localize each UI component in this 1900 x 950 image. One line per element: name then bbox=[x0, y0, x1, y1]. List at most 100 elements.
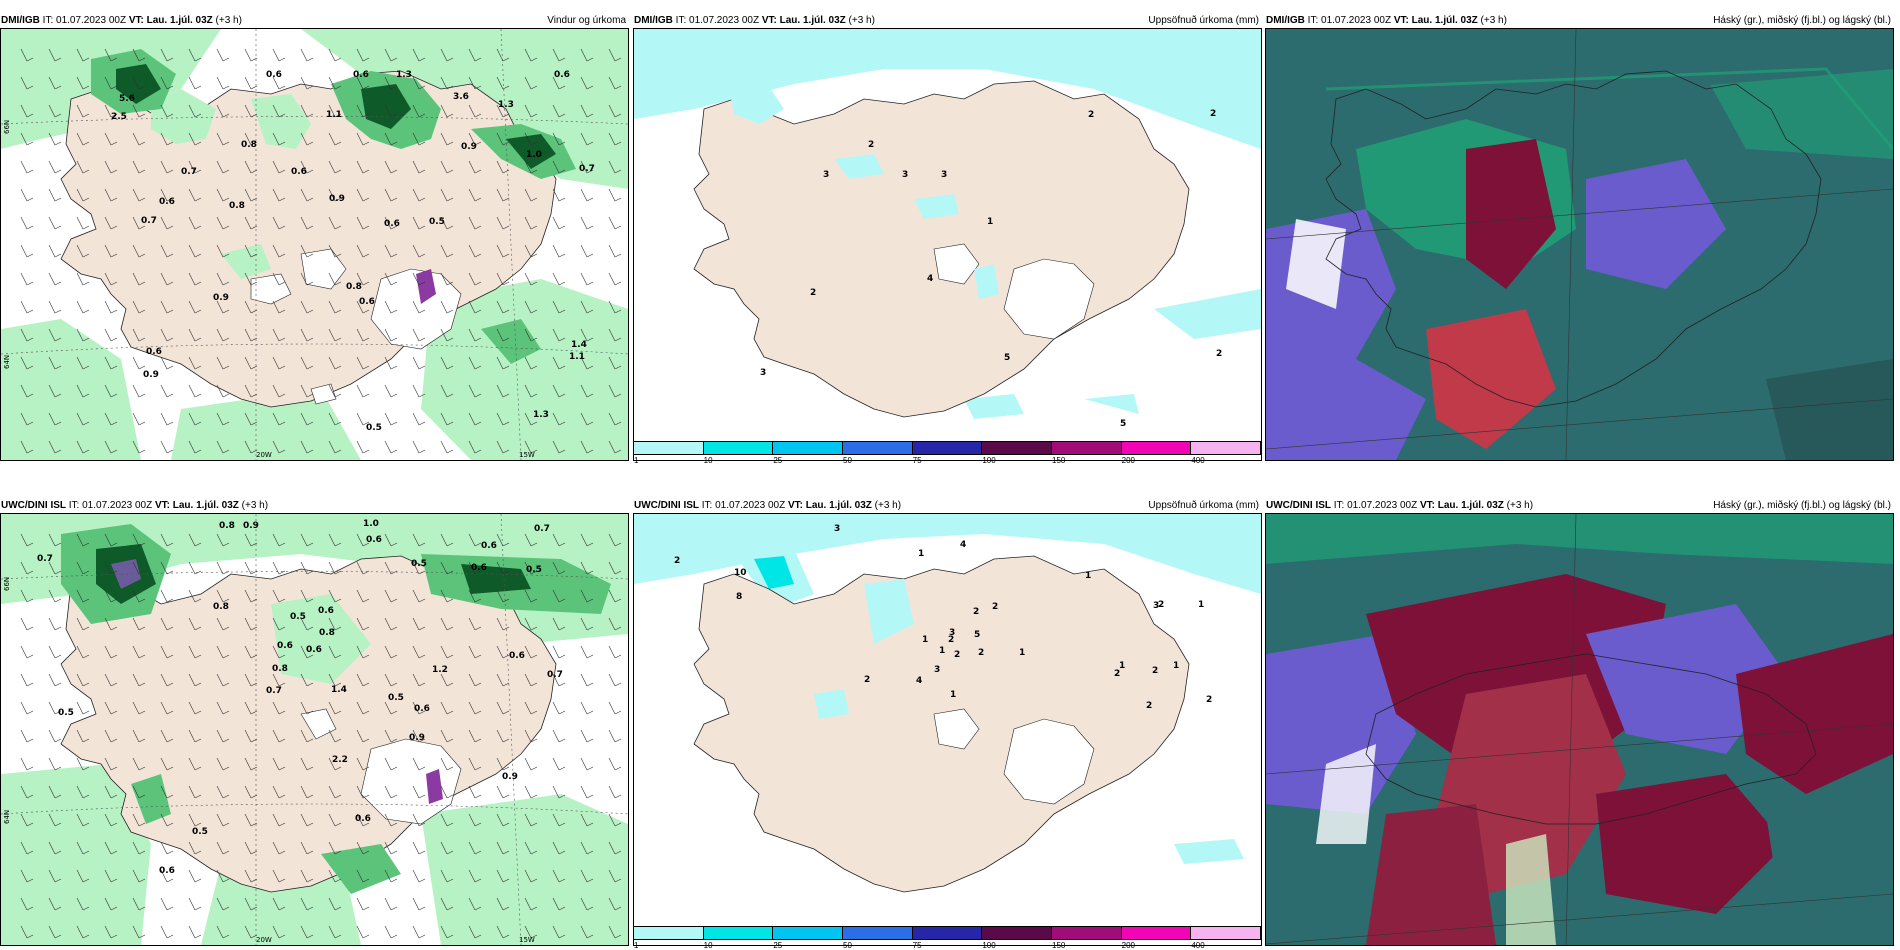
wind-barb bbox=[272, 160, 286, 174]
precip-value-label: 0.5 bbox=[192, 827, 208, 837]
wind-barb bbox=[328, 104, 342, 118]
wind-barb bbox=[356, 533, 370, 547]
wind-barb bbox=[440, 701, 454, 715]
wind-barb bbox=[580, 729, 594, 743]
wind-barb bbox=[300, 673, 314, 687]
wind-barb bbox=[216, 188, 230, 202]
precip-value-label: 1.4 bbox=[331, 685, 347, 695]
wind-barb bbox=[132, 76, 146, 90]
wind-barb bbox=[384, 160, 398, 174]
wind-barb bbox=[216, 617, 230, 631]
wind-barb bbox=[440, 925, 454, 939]
wind-barb bbox=[160, 869, 174, 883]
precip-value-label: 1.4 bbox=[571, 340, 587, 350]
wind-barb bbox=[132, 356, 146, 370]
wind-barb bbox=[468, 645, 482, 659]
colorbar-segment bbox=[1120, 441, 1192, 455]
wind-barb bbox=[580, 440, 594, 454]
map-view[interactable] bbox=[1265, 28, 1894, 461]
init-time: IT: 01.07.2023 00Z bbox=[1307, 15, 1392, 26]
precip-value-label: 0.7 bbox=[266, 686, 282, 696]
wind-barb bbox=[188, 701, 202, 715]
wind-barb bbox=[552, 561, 566, 575]
wind-barb bbox=[48, 561, 62, 575]
precip-labels: 2 3 3 3 1 4 2 2 2 3 5 2 5 bbox=[760, 109, 1222, 429]
wind-barb bbox=[580, 869, 594, 883]
colorbar-tick-label: 100 bbox=[982, 456, 996, 465]
wind-barb bbox=[132, 216, 146, 230]
wind-barb bbox=[440, 813, 454, 827]
wind-barb bbox=[300, 645, 314, 659]
wind-barb bbox=[160, 216, 174, 230]
wind-barb bbox=[440, 76, 454, 90]
map-view[interactable]: 2 3 3 3 1 4 2 2 2 3 5 2 5 bbox=[633, 28, 1262, 461]
wind-barb bbox=[132, 673, 146, 687]
wind-barb bbox=[356, 785, 370, 799]
wind-barb bbox=[188, 412, 202, 426]
wind-barb bbox=[132, 244, 146, 258]
wind-barb bbox=[552, 729, 566, 743]
wind-barb bbox=[216, 160, 230, 174]
wind-barb bbox=[104, 925, 118, 939]
wind-barb bbox=[440, 729, 454, 743]
wind-barb bbox=[412, 589, 426, 603]
wind-barb bbox=[104, 561, 118, 575]
wind-barb bbox=[188, 617, 202, 631]
wind-barb bbox=[104, 48, 118, 62]
map-view[interactable]: 5.6 0.6 0.6 1.3 3.6 1.3 0.6 2.5 0.8 1.1 0.9 1.0 0.7 0… bbox=[0, 28, 629, 461]
lead-time: (+3 h) bbox=[874, 500, 902, 511]
wind-barb bbox=[468, 440, 482, 454]
wind-barb bbox=[244, 869, 258, 883]
map-view[interactable] bbox=[1265, 513, 1894, 946]
wind-barb bbox=[132, 48, 146, 62]
wind-barb bbox=[524, 300, 538, 314]
wind-barb bbox=[216, 897, 230, 911]
wind-barb bbox=[440, 160, 454, 174]
wind-barb bbox=[48, 785, 62, 799]
wind-barb bbox=[412, 48, 426, 62]
wind-barb bbox=[160, 48, 174, 62]
wind-barb bbox=[384, 76, 398, 90]
wind-barb bbox=[552, 160, 566, 174]
wind-barb bbox=[244, 104, 258, 118]
map-view[interactable]: 3 2 1 4 2 2 10 8 1 2 1 3 5 2 1 1 4 2 2 1 3 2 1 3 2 2 2 1 1 2 bbox=[633, 513, 1262, 946]
precip-value-label: 0.6 bbox=[471, 563, 487, 573]
valid-time: VT: Lau. 1.júl. 03Z bbox=[1419, 500, 1504, 511]
wind-barb bbox=[328, 300, 342, 314]
wind-barb bbox=[76, 813, 90, 827]
wind-barb bbox=[468, 757, 482, 771]
wind-barb bbox=[440, 412, 454, 426]
wind-barb bbox=[20, 617, 34, 631]
precip-value-label: 2 bbox=[810, 288, 816, 298]
wind-barb bbox=[384, 244, 398, 258]
wind-barb bbox=[356, 701, 370, 715]
wind-barb bbox=[580, 244, 594, 258]
graticule bbox=[1266, 514, 1893, 945]
wind-barb bbox=[244, 589, 258, 603]
map-svg-p2: 2 3 3 3 1 4 2 2 2 3 5 2 5 bbox=[634, 29, 1261, 460]
wind-barb bbox=[104, 104, 118, 118]
wind-barb bbox=[132, 561, 146, 575]
wind-barb bbox=[440, 356, 454, 370]
wind-barb bbox=[384, 132, 398, 146]
wind-barb bbox=[356, 869, 370, 883]
map-view[interactable]: 0.8 0.9 1.0 0.7 0.6 0.6 0.7 0.5 0.6 0.5 0.8 0.5 0.6 0… bbox=[0, 513, 629, 946]
wind-barb bbox=[244, 188, 258, 202]
wind-barb bbox=[384, 645, 398, 659]
wind-barb bbox=[468, 48, 482, 62]
wind-barb bbox=[496, 869, 510, 883]
colorbar-segment bbox=[981, 926, 1052, 940]
wind-barb bbox=[160, 160, 174, 174]
model-name: DMI/IGB bbox=[634, 15, 673, 26]
precip-value-label: 0.5 bbox=[526, 565, 542, 575]
precip-value-label: 1.3 bbox=[396, 70, 412, 80]
wind-barb bbox=[580, 533, 594, 547]
lead-time: (+3 h) bbox=[215, 15, 242, 26]
wind-barb bbox=[104, 300, 118, 314]
precip-value-label: 2 bbox=[978, 648, 984, 658]
wind-barb bbox=[580, 384, 594, 398]
wind-barb bbox=[496, 673, 510, 687]
wind-barb bbox=[552, 589, 566, 603]
iceland-outline bbox=[1365, 653, 1817, 825]
wind-barb bbox=[300, 869, 314, 883]
